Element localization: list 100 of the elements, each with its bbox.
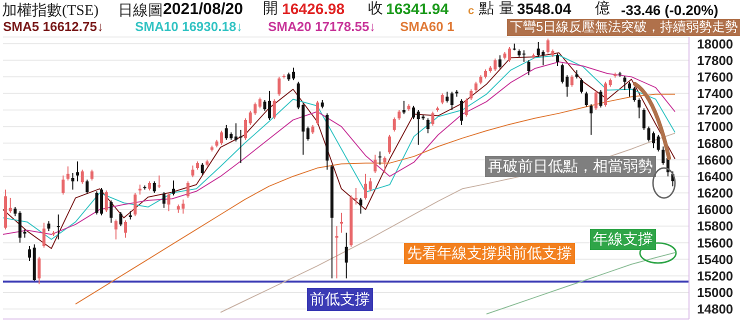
- candlestick: [383, 156, 386, 174]
- candlestick: [148, 180, 152, 191]
- candlestick: [234, 122, 238, 142]
- text: 億: [595, 1, 610, 18]
- candlestick: [316, 100, 320, 126]
- text: SMA60 1: [400, 19, 454, 34]
- y-tick-label: 16400: [697, 168, 734, 184]
- text: 開: [263, 1, 278, 18]
- candlestick: [522, 50, 526, 62]
- candlestick: [38, 256, 41, 285]
- candlestick: [374, 154, 377, 174]
- candlestick: [134, 192, 137, 217]
- text: 下彎5日線反壓無法突破，持續弱勢走勢: [507, 19, 740, 36]
- y-tick-label: 16200: [697, 186, 734, 201]
- candlestick: [158, 175, 161, 188]
- candlestick: [580, 78, 584, 94]
- text: SMA10 16930.18↓: [135, 19, 243, 34]
- annotation: 先看年線支撐與前低支撐: [404, 243, 575, 264]
- candlestick: [272, 98, 276, 120]
- candlestick: [335, 226, 338, 279]
- candlestick: [340, 212, 344, 234]
- candlestick: [354, 187, 358, 206]
- y-tick-label: 15600: [697, 235, 734, 250]
- candlestick: [460, 98, 464, 126]
- y-tick-label: 15000: [697, 285, 734, 300]
- candlestick: [402, 100, 406, 115]
- candlestick: [632, 86, 636, 102]
- y-tick-label: 16600: [697, 152, 734, 168]
- candlestick: [80, 169, 84, 184]
- candlestick: [604, 81, 608, 108]
- y-tick-label: 16000: [697, 202, 734, 218]
- candlestick: [474, 81, 478, 92]
- candlestick: [172, 180, 176, 196]
- candlestick: [584, 91, 588, 108]
- candlestick: [66, 166, 70, 181]
- candlestick: [28, 246, 32, 262]
- candlestick: [14, 206, 17, 217]
- candlestick: [191, 165, 194, 178]
- chart-title: 加權指數(TSE): [2, 2, 99, 20]
- annotation: 年線支撐: [590, 229, 656, 250]
- candlestick: [590, 104, 593, 136]
- candlestick: [42, 222, 46, 248]
- candlestick: [71, 172, 74, 190]
- candlestick: [244, 118, 248, 140]
- candlestick: [378, 150, 382, 166]
- text: c: [468, 5, 474, 18]
- candlestick: [638, 98, 641, 119]
- candlestick: [104, 190, 108, 213]
- candlestick: [76, 160, 80, 182]
- candlestick: [628, 81, 632, 98]
- y-tick-label: 17600: [697, 69, 734, 84]
- candlestick: [359, 197, 362, 214]
- y-tick-label: 15200: [697, 268, 734, 284]
- y-tick-label: 15400: [697, 252, 734, 267]
- candlestick: [124, 220, 128, 238]
- candlestick: [431, 111, 434, 126]
- candlestick: [656, 134, 660, 152]
- candlestick: [258, 97, 262, 109]
- text: 16426.98: [282, 1, 345, 18]
- candlestick: [278, 76, 281, 96]
- candlestick: [599, 90, 602, 108]
- candlestick: [446, 91, 449, 104]
- candlestick: [364, 173, 368, 200]
- annotation: 再破前日低點，相當弱勢: [485, 156, 656, 178]
- candlestick: [450, 91, 454, 110]
- candlestick: [470, 88, 473, 101]
- candlestick: [479, 74, 482, 85]
- candlestick: [594, 90, 598, 110]
- candlestick: [570, 74, 574, 88]
- candlestick: [388, 134, 392, 154]
- candlestick: [464, 98, 468, 118]
- y-tick-label: 17400: [697, 86, 734, 102]
- candlestick: [200, 162, 204, 176]
- candlestick: [239, 129, 242, 164]
- candlestick: [412, 105, 416, 120]
- candlestick: [440, 92, 444, 105]
- candlestick: [642, 108, 646, 130]
- text: 點: [479, 1, 494, 18]
- y-tick-label: 18000: [697, 36, 734, 52]
- text: 量: [499, 1, 514, 18]
- candlestick: [311, 124, 314, 135]
- y-tick-label: 14800: [697, 302, 734, 317]
- candlestick: [546, 38, 550, 54]
- y-tick-label: 17000: [697, 119, 734, 134]
- text: SMA20 17178.55↓: [268, 19, 376, 34]
- candlestick: [162, 192, 166, 208]
- candlestick: [556, 53, 560, 67]
- candlestick: [392, 116, 396, 132]
- candlestick: [110, 200, 113, 224]
- candlestick: [662, 146, 665, 166]
- candlestick: [8, 197, 12, 214]
- candlestick: [47, 220, 50, 232]
- candlestick: [114, 218, 118, 240]
- candlestick: [152, 180, 156, 194]
- candlestick: [344, 232, 348, 279]
- text: SMA5 16612.75↓: [3, 19, 104, 34]
- candlestick: [398, 109, 401, 120]
- text: 收: [368, 1, 383, 18]
- text: 16341.94: [386, 1, 449, 18]
- candlestick: [138, 184, 142, 196]
